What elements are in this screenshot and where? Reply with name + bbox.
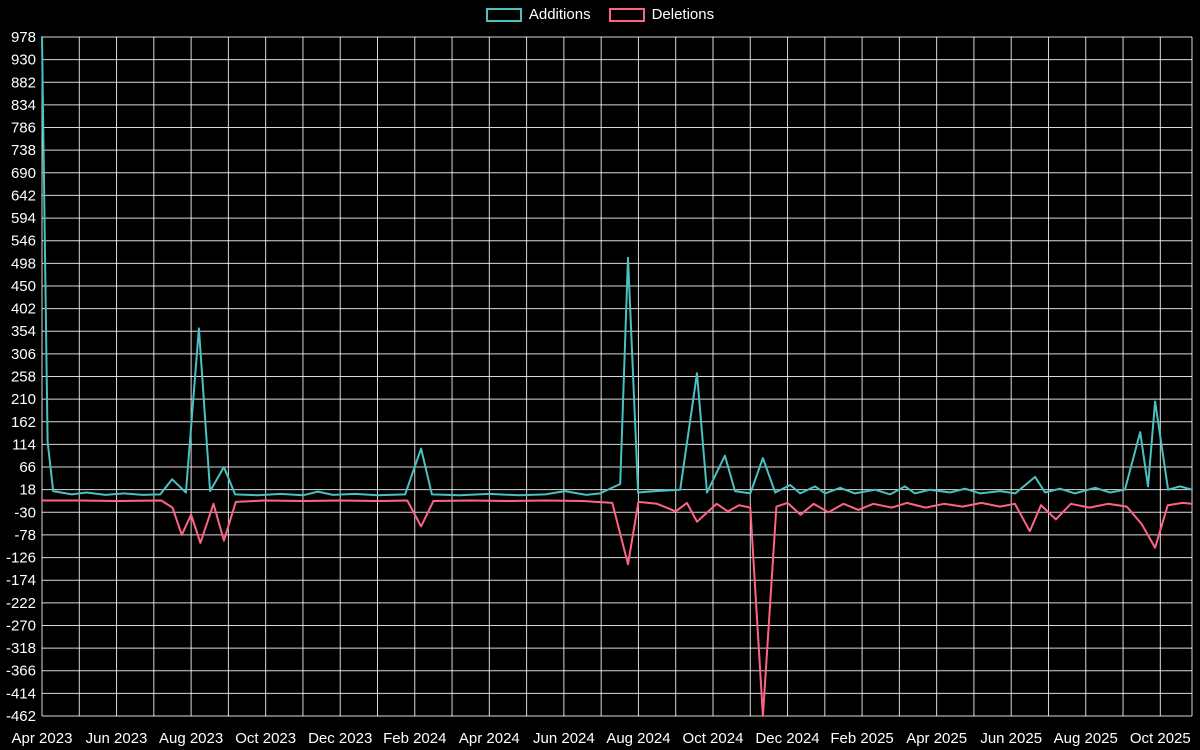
deletions-swatch-icon (608, 7, 645, 22)
y-axis-tick-label: 114 (12, 436, 36, 453)
y-axis-tick-label: 690 (11, 165, 36, 182)
y-axis-tick-label: 642 (11, 187, 36, 204)
y-axis-tick-label: 162 (11, 414, 36, 431)
x-axis-tick-label: Feb 2025 (830, 730, 893, 747)
y-axis-tick-label: -78 (14, 527, 36, 544)
legend-label-deletions: Deletions (651, 6, 715, 23)
x-axis-tick-label: Jun 2023 (86, 730, 148, 747)
y-axis-tick-label: 546 (11, 233, 36, 250)
y-axis-tick-label: 306 (11, 346, 36, 363)
y-axis-tick-label: 402 (11, 301, 36, 318)
x-axis-tick-label: Jun 2025 (980, 730, 1042, 747)
y-axis-tick-label: 978 (11, 29, 36, 46)
y-axis-tick-label: -174 (6, 572, 36, 589)
y-axis-tick-label: -222 (6, 595, 36, 612)
x-axis-tick-label: Aug 2024 (606, 730, 670, 747)
x-axis-tick-label: Dec 2023 (308, 730, 372, 747)
y-axis-tick-label: 354 (11, 323, 36, 340)
x-axis-tick-label: Feb 2024 (383, 730, 446, 747)
y-axis-tick-label: 210 (11, 391, 36, 408)
y-axis-tick-label: -318 (6, 640, 36, 657)
y-axis-tick-label: 258 (11, 369, 36, 386)
deletions-line (41, 499, 1193, 717)
y-axis-tick-label: -366 (6, 663, 36, 680)
y-axis-tick-label: -414 (6, 685, 36, 702)
y-axis-tick-label: 18 (19, 482, 36, 499)
x-axis-tick-label: Aug 2025 (1054, 730, 1118, 747)
y-axis-tick-label: 834 (11, 97, 36, 114)
y-axis-tick-label: 450 (11, 278, 36, 295)
x-axis-tick-label: Apr 2025 (906, 730, 967, 747)
y-axis-tick-label: -270 (6, 617, 36, 634)
x-axis-tick-label: Aug 2023 (159, 730, 223, 747)
x-axis-tick-label: Oct 2023 (235, 730, 296, 747)
y-axis-tick-label: 594 (11, 210, 36, 227)
y-axis-tick-label: 786 (11, 120, 36, 137)
x-axis-tick-label: Apr 2024 (459, 730, 520, 747)
y-axis-tick-label: 498 (11, 255, 36, 272)
legend-label-additions: Additions (528, 6, 591, 23)
y-axis-tick-label: -462 (6, 708, 36, 725)
y-axis-tick-label: -30 (14, 504, 36, 521)
y-axis-tick-label: 738 (11, 142, 36, 159)
y-axis-tick-label: 882 (11, 74, 36, 91)
additions-swatch-icon (485, 7, 522, 22)
x-axis-tick-label: Oct 2024 (683, 730, 744, 747)
y-axis-tick-label: -126 (6, 550, 36, 567)
x-axis-tick-label: Oct 2025 (1130, 730, 1191, 747)
y-axis-tick-label: 66 (19, 459, 36, 476)
chart-legend: Additions Deletions (0, 6, 1200, 23)
x-axis-tick-label: Jun 2024 (533, 730, 595, 747)
legend-item-additions[interactable]: Additions (485, 6, 591, 23)
legend-item-deletions[interactable]: Deletions (608, 6, 715, 23)
x-axis-tick-label: Dec 2024 (755, 730, 819, 747)
additions-line (41, 36, 1193, 497)
x-axis-tick-label: Apr 2023 (12, 730, 73, 747)
y-axis-tick-label: 930 (11, 52, 36, 69)
